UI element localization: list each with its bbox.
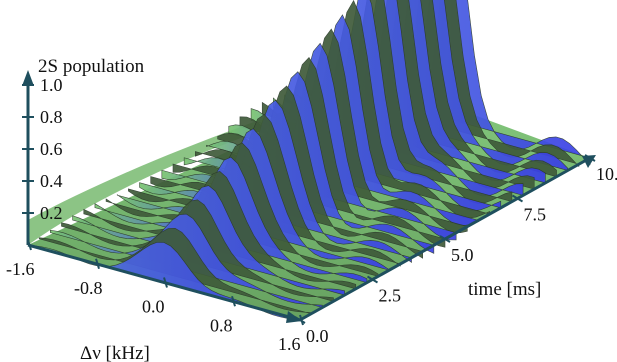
y-tick-label: 10.0 xyxy=(596,164,617,184)
x-axis-line xyxy=(27,243,301,322)
x-tick-mark xyxy=(95,258,100,270)
x-axis-arrow-icon xyxy=(286,311,302,323)
z-tick-label: 0.4 xyxy=(40,171,63,191)
z-axis-title: 2S population xyxy=(38,56,145,77)
x-tick-label: 0.8 xyxy=(210,315,233,335)
x-tick-mark xyxy=(27,239,32,251)
ticks-layer: 0.20.40.60.81.0-1.6-0.80.00.81.6 0.02.55.… xyxy=(6,75,617,354)
y-axis-arrow-icon xyxy=(582,155,596,168)
z-axis-arrow-icon xyxy=(22,70,34,86)
y-tick-label: 2.5 xyxy=(379,286,402,306)
y-tick-label: 5.0 xyxy=(451,245,474,265)
x-tick-label: 1.6 xyxy=(278,334,301,354)
y-tick-mark xyxy=(294,316,306,324)
y-tick-mark xyxy=(439,235,451,243)
z-tick-label: 1.0 xyxy=(40,75,63,95)
y-tick-mark xyxy=(366,275,379,284)
z-tick-label: 0.6 xyxy=(40,139,63,159)
y-tick-label: 7.5 xyxy=(524,205,547,225)
x-tick-label: 0.0 xyxy=(142,297,165,317)
x-tick-mark xyxy=(231,295,236,307)
y-tick-label: 0.0 xyxy=(306,326,329,346)
x-tick-label: -1.6 xyxy=(6,259,35,279)
x-tick-mark xyxy=(163,277,168,288)
y-tick-mark xyxy=(584,154,596,162)
surface-layer xyxy=(27,0,591,321)
z-tick-label: 0.8 xyxy=(40,107,63,127)
y-tick-mark xyxy=(511,194,524,203)
x-axis-title: Δν [kHz] xyxy=(80,343,150,362)
z-tick-label: 0.2 xyxy=(40,203,63,223)
x-tick-label: -0.8 xyxy=(74,278,103,298)
y-axis-title: time [ms] xyxy=(468,279,541,300)
